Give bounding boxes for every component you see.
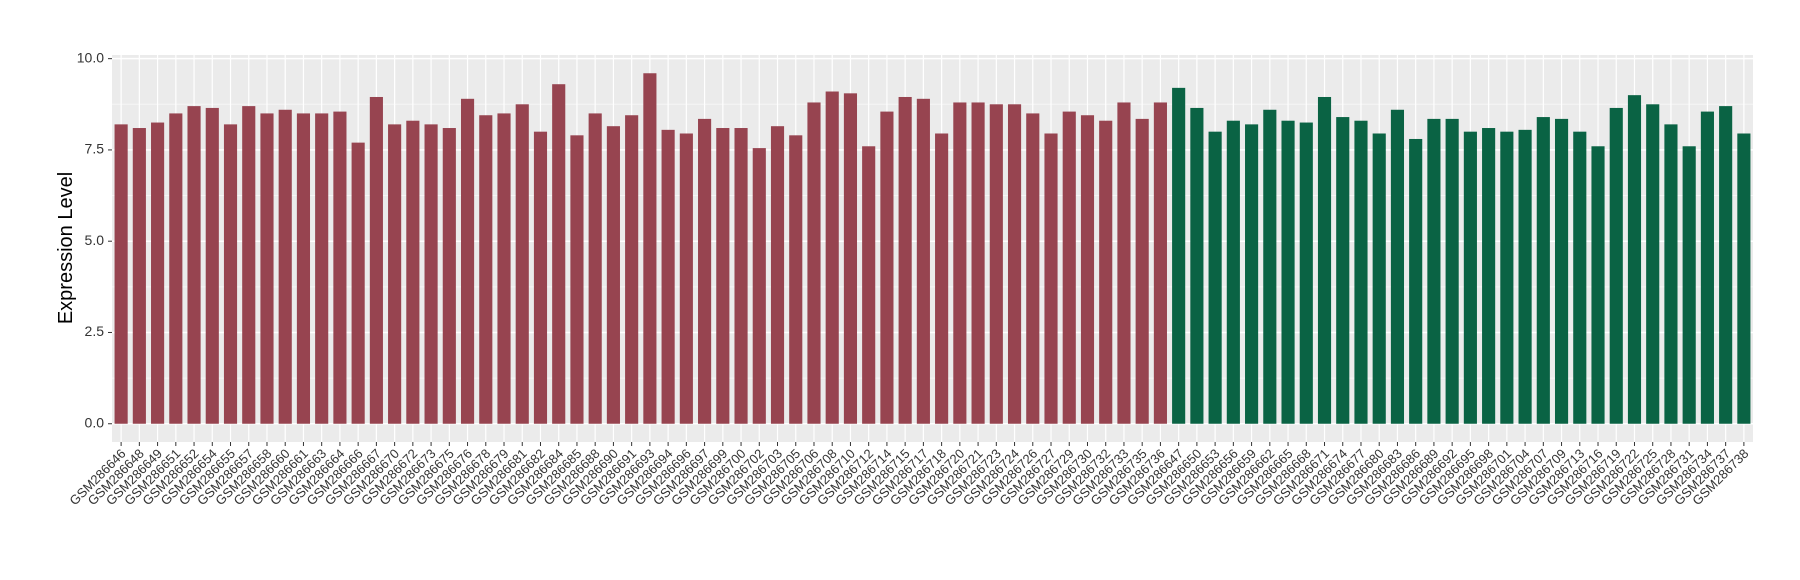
bar — [1299, 122, 1313, 424]
bar — [1080, 115, 1095, 424]
bar — [807, 102, 821, 424]
bar — [406, 120, 420, 424]
bar — [460, 98, 475, 424]
bar — [132, 128, 146, 424]
bar — [1500, 131, 1514, 424]
bar — [1719, 106, 1733, 424]
bar — [1007, 104, 1022, 424]
bar — [1208, 131, 1222, 424]
bar — [552, 84, 566, 424]
bar — [497, 113, 511, 424]
bar — [1190, 107, 1204, 424]
bar — [843, 93, 858, 424]
bar — [442, 128, 456, 424]
bar — [1062, 111, 1076, 424]
bar — [169, 113, 183, 424]
bar — [479, 115, 493, 424]
bar — [588, 113, 602, 424]
bar — [1354, 120, 1368, 424]
y-tick-label: 7.5 — [85, 141, 105, 157]
bar — [1372, 133, 1386, 424]
bar — [1135, 118, 1149, 424]
bar — [880, 111, 894, 424]
bar — [315, 113, 329, 424]
bar — [898, 96, 912, 424]
bar — [515, 104, 529, 424]
bar — [187, 106, 201, 424]
bar — [1317, 96, 1332, 424]
bar — [916, 98, 930, 424]
bar — [296, 113, 311, 424]
bar — [1153, 102, 1167, 424]
bar — [570, 135, 584, 424]
bar — [643, 73, 657, 424]
bar — [369, 96, 383, 424]
bar — [1099, 120, 1113, 424]
bar — [1627, 95, 1642, 424]
bar — [1263, 109, 1277, 424]
bar — [114, 124, 128, 424]
bar — [205, 107, 219, 424]
bar — [953, 102, 967, 424]
bar — [333, 111, 347, 424]
bar — [1609, 107, 1623, 424]
bar — [223, 124, 238, 424]
y-tick-label: 2.5 — [85, 323, 105, 339]
bar — [679, 133, 693, 424]
bar — [1482, 128, 1496, 424]
bar — [789, 135, 803, 424]
bar — [1427, 118, 1441, 424]
bar — [1026, 113, 1040, 424]
bar — [971, 102, 985, 424]
bar — [533, 131, 548, 424]
bar — [424, 124, 438, 424]
bar — [1573, 131, 1587, 424]
bar — [1409, 138, 1423, 424]
plot-panel — [112, 55, 1753, 442]
bar — [1463, 131, 1477, 424]
bar — [752, 148, 766, 424]
bar — [1044, 133, 1058, 424]
bar — [1554, 118, 1569, 424]
bar — [698, 118, 712, 424]
bar — [1682, 146, 1696, 424]
y-tick-label: 0.0 — [85, 414, 105, 430]
bar — [1245, 124, 1259, 424]
bar — [351, 142, 365, 424]
bar — [606, 126, 620, 424]
bar — [825, 91, 839, 424]
bar — [770, 126, 785, 424]
y-tick-label: 10.0 — [77, 49, 104, 65]
bar — [1445, 118, 1459, 424]
bar — [1336, 117, 1350, 424]
bar — [734, 128, 748, 424]
bar — [1390, 109, 1405, 424]
bar — [625, 115, 639, 424]
bar — [1172, 87, 1186, 424]
bar — [388, 124, 402, 424]
bar — [1700, 111, 1714, 424]
bar — [1281, 120, 1295, 424]
bar — [260, 113, 274, 424]
bar — [661, 129, 675, 424]
bar — [1518, 129, 1532, 424]
bar — [1737, 133, 1751, 424]
bar — [1591, 146, 1605, 424]
bar — [1117, 102, 1131, 424]
bar — [1664, 124, 1678, 424]
y-axis-label: Expression Level — [55, 172, 77, 324]
bar — [1646, 104, 1660, 424]
bar — [151, 122, 165, 424]
bar — [716, 128, 730, 424]
bar — [989, 104, 1003, 424]
bar — [1536, 117, 1550, 424]
bar — [862, 146, 876, 424]
bar — [935, 133, 949, 424]
bar — [242, 106, 256, 424]
bar — [278, 109, 292, 424]
y-tick-label: 5.0 — [85, 232, 105, 248]
bar — [1226, 120, 1240, 424]
